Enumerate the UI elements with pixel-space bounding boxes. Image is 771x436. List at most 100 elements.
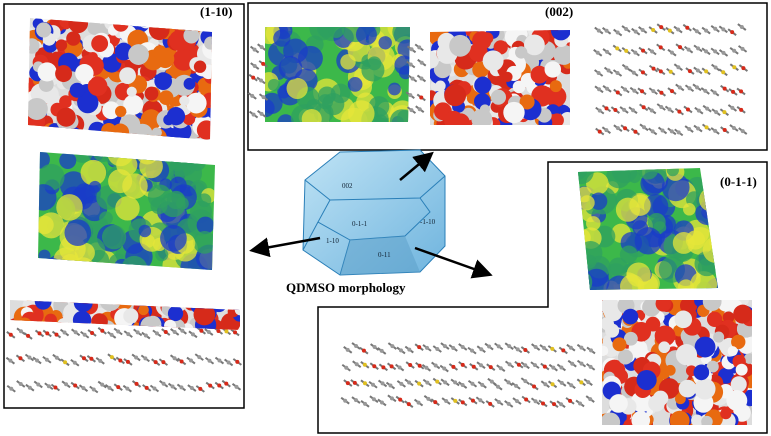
surface-blob	[88, 180, 102, 193]
atom	[261, 95, 266, 100]
atom	[559, 380, 564, 385]
surface-blob	[608, 257, 628, 277]
atom	[82, 332, 87, 337]
atom	[28, 77, 34, 89]
atom	[73, 330, 78, 335]
atom	[604, 28, 609, 33]
atom	[695, 68, 700, 73]
atom	[18, 329, 23, 334]
surface-blob	[578, 168, 594, 185]
surface-blob	[378, 36, 392, 50]
atom	[514, 383, 519, 388]
surface-blob	[121, 255, 148, 270]
atom	[588, 348, 593, 353]
atom	[128, 44, 149, 65]
atom	[148, 19, 170, 41]
surface-blob	[702, 236, 718, 264]
surface-blob	[579, 195, 595, 211]
atom	[188, 358, 193, 363]
atom	[669, 50, 674, 55]
atom	[68, 18, 89, 34]
surface-blob	[160, 224, 187, 252]
atom	[408, 93, 413, 98]
atom	[559, 112, 570, 125]
atom	[623, 331, 638, 346]
atom	[36, 382, 41, 387]
atom	[9, 386, 14, 391]
atom	[633, 29, 638, 34]
atom	[49, 131, 61, 140]
caption: QDMSO morphology	[286, 280, 406, 295]
atom	[151, 127, 162, 138]
surface-blob	[583, 268, 610, 290]
atom	[408, 363, 413, 368]
atom	[444, 110, 464, 125]
facet-label: (1-10)	[200, 4, 233, 19]
surface-blob	[38, 215, 54, 235]
atom	[691, 414, 704, 425]
surface-blob	[265, 98, 275, 118]
atom	[552, 402, 557, 407]
atom	[204, 36, 212, 50]
atom	[361, 348, 366, 353]
atom	[398, 397, 403, 402]
surface-blob	[389, 109, 410, 122]
atom	[641, 105, 646, 110]
atom	[251, 112, 256, 117]
atom	[695, 85, 700, 90]
atom	[109, 355, 114, 360]
atom	[152, 45, 168, 60]
molecular-sticks	[247, 43, 269, 119]
arrow	[399, 151, 434, 181]
atom	[506, 380, 511, 385]
atom	[704, 69, 709, 74]
panel-frame	[3, 3, 245, 409]
surface-blob	[589, 192, 608, 210]
atom	[193, 60, 207, 73]
atom	[579, 345, 584, 350]
atom	[172, 329, 177, 334]
surface-blob	[582, 254, 597, 269]
facet-label: (002)	[545, 4, 573, 19]
atom	[604, 128, 609, 133]
surface-blob	[273, 29, 291, 47]
atom	[107, 385, 112, 390]
surface-blob	[107, 152, 134, 167]
atom	[658, 69, 663, 74]
atom	[701, 415, 713, 425]
atom	[678, 45, 683, 50]
atom	[352, 380, 357, 385]
atom	[62, 330, 67, 335]
atom	[605, 86, 610, 91]
atom	[685, 107, 690, 112]
surface-blob	[64, 219, 92, 247]
atom	[550, 30, 570, 41]
atom	[73, 383, 78, 388]
atom	[488, 365, 493, 370]
atom	[533, 399, 538, 404]
atom	[551, 365, 556, 370]
atom	[410, 76, 415, 81]
atom	[721, 70, 726, 75]
surface-blob	[666, 168, 679, 177]
atom	[425, 345, 430, 350]
atom	[651, 66, 656, 71]
atom	[640, 70, 645, 75]
atom	[353, 398, 358, 403]
atom	[208, 383, 213, 388]
atom	[91, 387, 96, 392]
atom	[713, 331, 725, 343]
atom	[579, 380, 584, 385]
atom	[654, 325, 676, 347]
atom	[397, 365, 402, 370]
potential-surface	[265, 27, 410, 122]
atom	[344, 365, 349, 370]
atom	[559, 402, 564, 407]
atom	[189, 18, 205, 32]
atom	[533, 345, 538, 350]
surface-blob	[80, 159, 107, 186]
atom	[489, 379, 494, 384]
atom	[634, 342, 648, 356]
atom	[196, 120, 212, 140]
